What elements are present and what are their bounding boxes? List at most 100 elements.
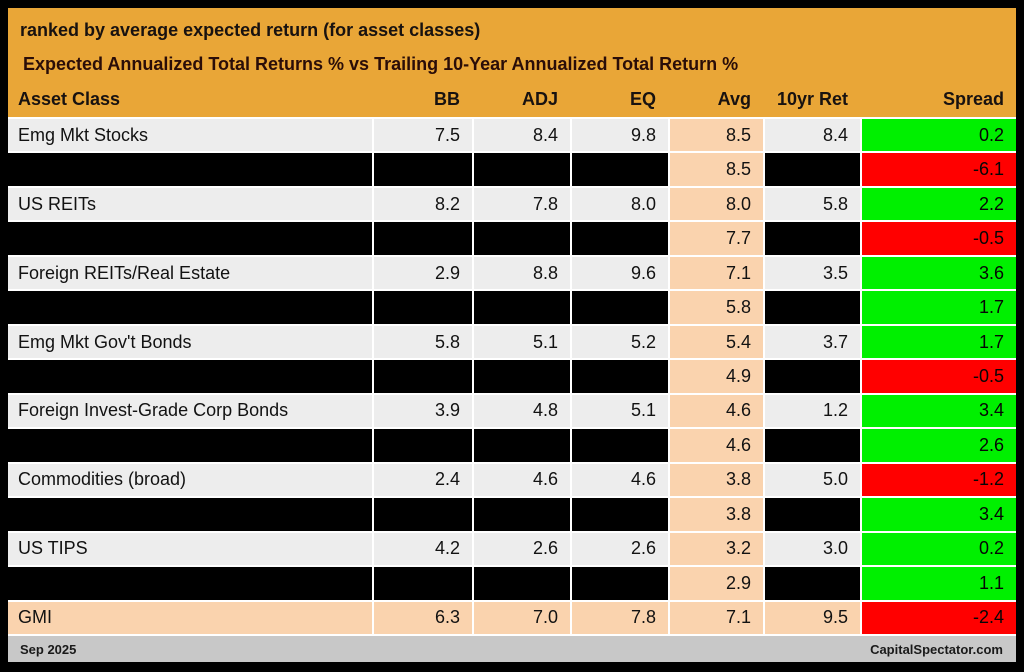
- asset-class-cell: US TIPS: [8, 532, 372, 566]
- 10yr-ret-cell: [765, 291, 860, 324]
- avg-cell: 3.2: [670, 532, 763, 566]
- spread-cell: 2.6: [862, 429, 1016, 462]
- avg-cell: 4.6: [670, 429, 763, 462]
- spread-cell: 3.6: [862, 256, 1016, 290]
- eq-cell: 2.6: [572, 532, 668, 566]
- eq-cell: 5.2: [572, 325, 668, 359]
- 10yr-ret-cell: [765, 153, 860, 186]
- avg-cell: 3.8: [670, 463, 763, 497]
- 10yr-ret-cell: [765, 360, 860, 393]
- avg-cell: 7.1: [670, 256, 763, 290]
- asset-class-cell: [8, 429, 372, 462]
- spread-cell: 3.4: [862, 498, 1016, 531]
- bb-cell: 4.2: [374, 532, 472, 566]
- adj-cell: [474, 360, 570, 393]
- avg-cell: 4.9: [670, 360, 763, 393]
- spread-cell: 1.7: [862, 325, 1016, 359]
- 10yr-ret-cell: [765, 222, 860, 255]
- spread-cell: -6.1: [862, 153, 1016, 186]
- avg-cell: 4.6: [670, 394, 763, 428]
- bb-cell: [374, 567, 472, 600]
- footer-bar: Sep 2025 CapitalSpectator.com: [8, 636, 1016, 662]
- avg-cell: 8.5: [670, 119, 763, 152]
- adj-cell: 7.8: [474, 187, 570, 221]
- 10yr-ret-cell: [765, 567, 860, 600]
- report-subtitle: Expected Annualized Total Returns % vs T…: [23, 53, 739, 74]
- spread-cell: 1.1: [862, 567, 1016, 600]
- avg-cell: 5.4: [670, 325, 763, 359]
- asset-class-cell: [8, 222, 372, 255]
- bb-cell: [374, 222, 472, 255]
- avg-cell: 7.1: [670, 601, 763, 634]
- col-header-10yr-ret: 10yr Ret: [776, 88, 848, 109]
- col-header-asset-class: Asset Class: [18, 88, 121, 109]
- col-header-spread: Spread: [942, 88, 1004, 109]
- returns-table-card: ranked by average expected return (for a…: [8, 8, 1016, 662]
- avg-cell: 3.8: [670, 498, 763, 531]
- asset-class-cell: Emg Mkt Stocks: [8, 119, 372, 152]
- 10yr-ret-cell: [765, 429, 860, 462]
- bb-cell: 2.4: [374, 463, 472, 497]
- footer-site-label: CapitalSpectator.com: [870, 641, 1003, 657]
- bb-cell: 3.9: [374, 394, 472, 428]
- bb-cell: 6.3: [374, 601, 472, 634]
- adj-cell: [474, 291, 570, 324]
- eq-cell: 9.6: [572, 256, 668, 290]
- bb-cell: [374, 291, 472, 324]
- adj-cell: [474, 567, 570, 600]
- 10yr-ret-cell: 5.0: [765, 463, 860, 497]
- col-header-bb: BB: [434, 88, 460, 109]
- eq-cell: [572, 222, 668, 255]
- asset-class-cell: Commodities (broad): [8, 463, 372, 497]
- bb-cell: [374, 429, 472, 462]
- report-title: ranked by average expected return (for a…: [20, 19, 481, 40]
- bb-cell: 2.9: [374, 256, 472, 290]
- 10yr-ret-cell: [765, 498, 860, 531]
- column-header-row: Asset Class BB ADJ EQ Avg 10yr Ret Sprea…: [8, 81, 1016, 117]
- adj-cell: 8.8: [474, 256, 570, 290]
- asset-class-cell: US REITs: [8, 187, 372, 221]
- avg-cell: 7.7: [670, 222, 763, 255]
- 10yr-ret-cell: 5.8: [765, 187, 860, 221]
- 10yr-ret-cell: 1.2: [765, 394, 860, 428]
- adj-cell: [474, 498, 570, 531]
- asset-class-cell: Emg Mkt Gov't Bonds: [8, 325, 372, 359]
- bb-cell: [374, 360, 472, 393]
- data-rows-grid: Emg Mkt Stocks 7.5 8.4 9.8 8.5 8.4 0.2 8.5 -6.1 U…: [8, 119, 1016, 634]
- asset-class-cell: [8, 153, 372, 186]
- spread-cell: 1.7: [862, 291, 1016, 324]
- footer-date: Sep 2025: [20, 641, 77, 657]
- bb-cell: 8.2: [374, 187, 472, 221]
- 10yr-ret-cell: 3.0: [765, 532, 860, 566]
- eq-cell: 7.8: [572, 601, 668, 634]
- adj-cell: 4.6: [474, 463, 570, 497]
- avg-cell: 8.5: [670, 153, 763, 186]
- eq-cell: 4.6: [572, 463, 668, 497]
- spread-cell: 0.2: [862, 532, 1016, 566]
- adj-cell: 5.1: [474, 325, 570, 359]
- asset-class-cell: [8, 360, 372, 393]
- adj-cell: 4.8: [474, 394, 570, 428]
- spread-cell: 2.2: [862, 187, 1016, 221]
- eq-cell: [572, 360, 668, 393]
- asset-class-cell: [8, 567, 372, 600]
- eq-cell: [572, 567, 668, 600]
- eq-cell: 8.0: [572, 187, 668, 221]
- adj-cell: 2.6: [474, 532, 570, 566]
- 10yr-ret-cell: 9.5: [765, 601, 860, 634]
- col-header-adj: ADJ: [521, 88, 558, 109]
- eq-cell: [572, 153, 668, 186]
- spread-cell: -2.4: [862, 601, 1016, 634]
- avg-cell: 8.0: [670, 187, 763, 221]
- table-header-block: ranked by average expected return (for a…: [8, 8, 1016, 117]
- 10yr-ret-cell: 3.5: [765, 256, 860, 290]
- asset-class-cell: [8, 498, 372, 531]
- eq-cell: [572, 291, 668, 324]
- col-header-avg: Avg: [717, 88, 751, 109]
- spread-cell: 3.4: [862, 394, 1016, 428]
- spread-cell: -0.5: [862, 222, 1016, 255]
- 10yr-ret-cell: 8.4: [765, 119, 860, 152]
- spread-cell: -0.5: [862, 360, 1016, 393]
- adj-cell: 8.4: [474, 119, 570, 152]
- avg-cell: 5.8: [670, 291, 763, 324]
